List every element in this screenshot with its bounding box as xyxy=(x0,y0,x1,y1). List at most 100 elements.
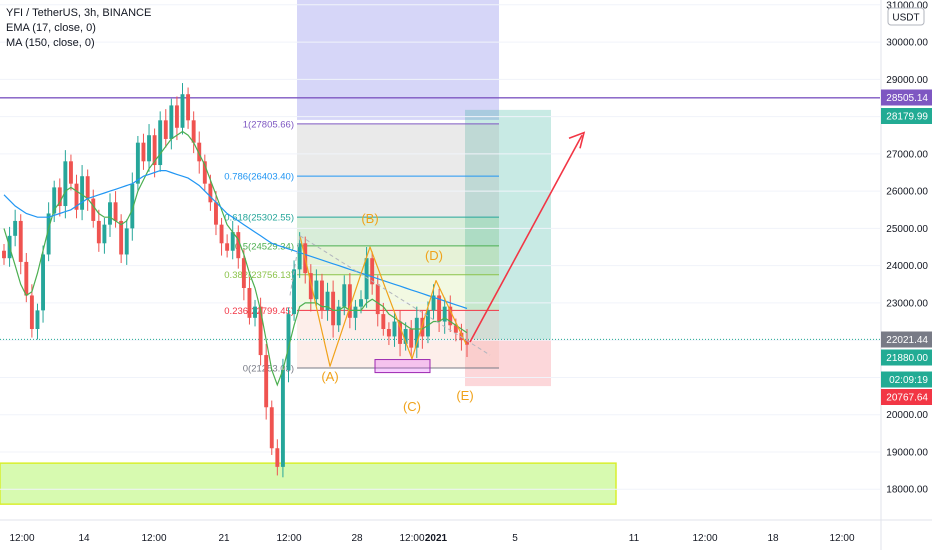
fib-level-label: 0.382(23756.13) xyxy=(224,270,294,281)
candle-body xyxy=(180,94,185,128)
candle-body xyxy=(225,243,230,251)
fib-band xyxy=(297,217,499,246)
ema-legend[interactable]: EMA (17, close, 0) xyxy=(6,22,96,34)
price-badge xyxy=(881,89,932,106)
symbol-title[interactable]: YFI / TetherUS, 3h, BINANCE xyxy=(6,7,152,19)
candle-body xyxy=(52,187,57,214)
candle-body xyxy=(202,161,207,184)
candle-body xyxy=(135,142,140,184)
candle-body xyxy=(370,258,375,285)
y-tick-label: 18000.00 xyxy=(886,485,928,496)
candle-body xyxy=(448,306,453,326)
candle-body xyxy=(280,369,285,467)
candle-body xyxy=(24,261,29,296)
candle-body xyxy=(386,328,391,337)
candle-body xyxy=(325,291,330,311)
x-tick-label: 14 xyxy=(78,533,90,544)
candle-body xyxy=(130,183,135,229)
projection-arrow-line xyxy=(469,134,583,343)
candle-body xyxy=(420,317,425,337)
x-tick-label: 12:00 xyxy=(692,533,717,544)
fib-level-label: 0(21253.03) xyxy=(243,364,294,375)
wave-label: (E) xyxy=(456,388,473,403)
fib-band xyxy=(297,176,499,218)
x-tick-label: 12:00 xyxy=(141,533,166,544)
candle-body xyxy=(409,328,414,348)
candle-body xyxy=(158,120,163,166)
candle-body xyxy=(381,314,386,329)
candle-body xyxy=(80,176,85,210)
candle-body xyxy=(286,314,291,370)
candle-body xyxy=(320,280,324,311)
candle-body xyxy=(57,187,62,207)
candle-body xyxy=(113,202,118,221)
x-tick-label: 12:00 xyxy=(276,533,301,544)
y-tick-label: 27000.00 xyxy=(886,149,928,160)
x-tick-label: 21 xyxy=(218,533,230,544)
price-badge xyxy=(881,371,932,388)
candle-body xyxy=(85,176,90,199)
candle-body xyxy=(297,243,302,270)
y-tick-label: 31000.00 xyxy=(886,0,928,11)
candle-body xyxy=(119,220,124,255)
projection-zone-box xyxy=(297,0,499,120)
x-tick-label: 12:00 xyxy=(399,533,424,544)
candle-body xyxy=(169,105,174,139)
wave-trendline-entry xyxy=(289,235,301,296)
x-tick-label: 12:00 xyxy=(829,533,854,544)
wave-trendline-upper xyxy=(299,235,491,356)
price-badge xyxy=(881,331,932,348)
candle-body xyxy=(29,295,34,329)
currency-button-label[interactable]: USDT xyxy=(892,13,919,24)
candle-body xyxy=(230,232,235,251)
price-badge xyxy=(881,108,932,124)
candle-body xyxy=(35,310,40,329)
fib-level-label: 0.786(26403.40) xyxy=(224,172,294,183)
candle-body xyxy=(425,310,430,337)
candle-body xyxy=(453,325,458,333)
wave-path xyxy=(299,235,467,367)
y-tick-label: 25000.00 xyxy=(886,224,928,235)
support-zone-box xyxy=(0,462,617,505)
candle-body xyxy=(147,135,151,162)
candle-body xyxy=(347,284,352,318)
candle-body xyxy=(375,284,380,315)
candle-body xyxy=(292,269,297,315)
candle-body xyxy=(197,142,202,162)
y-tick-label: 26000.00 xyxy=(886,187,928,198)
fib-level-label: 0.618(25302.55) xyxy=(224,213,294,224)
price-badge-label: 28179.99 xyxy=(886,112,928,123)
wave-label: (A) xyxy=(321,369,338,384)
candle-body xyxy=(331,291,336,326)
fib-level-label: 1(27805.66) xyxy=(243,119,294,130)
target-zone-box xyxy=(465,109,551,340)
fib-band xyxy=(297,274,499,311)
price-badge-label: 02:09:19 xyxy=(889,375,928,386)
candle-body xyxy=(141,142,146,162)
x-tick-label: 18 xyxy=(767,533,779,544)
candle-body xyxy=(403,328,408,344)
candle-body xyxy=(74,183,79,210)
candle-body xyxy=(465,340,469,345)
candle-body xyxy=(174,105,179,128)
candle-body xyxy=(124,228,129,255)
candle-body xyxy=(152,135,157,166)
x-tick-label: 2021 xyxy=(425,533,448,544)
currency-button[interactable] xyxy=(887,7,925,26)
candle-body xyxy=(264,355,269,408)
y-tick-label: 19000.00 xyxy=(886,447,928,458)
candle-body xyxy=(91,198,96,221)
candle-body xyxy=(342,284,347,307)
candle-body xyxy=(398,321,403,344)
y-tick-label: 24000.00 xyxy=(886,261,928,272)
candle-body xyxy=(214,202,218,225)
ma-legend[interactable]: MA (150, close, 0) xyxy=(6,37,95,49)
candle-body xyxy=(269,407,274,449)
candle-body xyxy=(247,288,252,318)
wave-label: (B) xyxy=(361,211,378,226)
candle-body xyxy=(253,306,257,318)
candle-body xyxy=(108,202,112,225)
c-wave-box xyxy=(374,359,431,374)
